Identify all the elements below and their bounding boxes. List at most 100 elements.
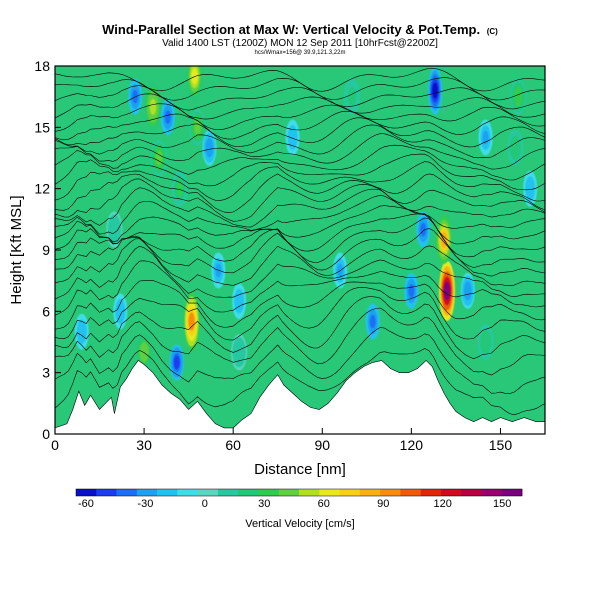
- colorbar-swatch: [339, 489, 361, 496]
- updraft-contour: [482, 335, 489, 349]
- updraft-contour: [515, 89, 522, 104]
- isentrope-line: [55, 173, 545, 213]
- colorbar-swatch: [359, 489, 381, 496]
- downdraft-contour: [236, 294, 243, 308]
- colorbar-swatch: [319, 489, 340, 496]
- downdraft-contour: [289, 130, 296, 145]
- downdraft-cell: [169, 344, 184, 381]
- downdraft-cell: [404, 272, 419, 309]
- colorbar-swatch: [278, 489, 300, 496]
- updraft-contour: [191, 68, 198, 85]
- updraft-contour: [176, 181, 183, 196]
- updraft-contour: [111, 222, 118, 237]
- isentrope-line: [55, 68, 545, 92]
- plot-area: [54, 65, 546, 435]
- updraft-cell: [186, 66, 203, 101]
- y-axis-label: Height [Kft MSL]: [8, 195, 25, 304]
- downdraft-cell: [523, 170, 538, 207]
- chart-title: Wind-Parallel Section at Max W: Vertical…: [102, 22, 498, 37]
- colorbar-tick-label: 150: [493, 498, 511, 510]
- x-axis-ticks: 0 30 60 90 120 150: [51, 428, 512, 453]
- updraft-cell: [106, 211, 123, 248]
- isentrope-line: [55, 280, 545, 330]
- colorbar-swatch: [197, 489, 219, 496]
- isentrope-line: [55, 133, 545, 170]
- vertical-velocity-field: [74, 66, 538, 381]
- updraft-cell: [343, 78, 360, 115]
- colorbar-tick-label: 0: [202, 498, 208, 510]
- colorbar-tick-label: 60: [318, 498, 330, 510]
- colorbar-swatch: [116, 489, 138, 496]
- potential-temperature-contours: [55, 68, 545, 416]
- y-tick-label: 12: [34, 181, 50, 197]
- downdraft-contour: [482, 130, 489, 145]
- updraft-contour: [348, 89, 356, 104]
- updraft-cell: [510, 78, 527, 115]
- downdraft-contour: [215, 263, 222, 278]
- terrain: [54, 359, 546, 435]
- updraft-contour: [140, 345, 148, 360]
- updraft-cell: [136, 334, 153, 371]
- colorbar-swatch: [96, 489, 117, 496]
- isentrope-line: [55, 161, 545, 202]
- colorbar-swatch: [238, 489, 259, 496]
- isentrope-line: [55, 213, 545, 258]
- isentrope-line: [55, 238, 545, 287]
- downdraft-cell: [365, 303, 380, 340]
- x-tick-label: 60: [225, 437, 241, 453]
- downdraft-contour: [164, 110, 171, 124]
- colorbar-swatch: [217, 489, 239, 496]
- y-tick-label: 18: [34, 58, 50, 74]
- downdraft-cell: [202, 129, 217, 166]
- downdraft-cell: [428, 66, 443, 115]
- y-tick-label: 0: [42, 426, 50, 442]
- downdraft-contour: [420, 222, 427, 237]
- downdraft-contour: [369, 314, 376, 329]
- colorbar-swatch: [299, 489, 320, 496]
- isentrope-line: [55, 110, 545, 141]
- downdraft-cell: [285, 119, 300, 156]
- isentrope-line: [55, 117, 545, 148]
- colorbar-label: Vertical Velocity [cm/s]: [245, 518, 354, 530]
- isentrope-line: [55, 93, 545, 120]
- colorbar-swatch: [380, 489, 401, 496]
- colorbar-swatch: [136, 489, 158, 496]
- isentrope-line: [55, 217, 545, 268]
- downdraft-contour: [432, 82, 439, 99]
- updraft-cell: [477, 324, 494, 360]
- downdraft-contour: [206, 140, 213, 155]
- x-tick-label: 30: [136, 437, 152, 453]
- y-tick-label: 6: [42, 303, 50, 319]
- downdraft-contour: [117, 304, 124, 319]
- isentrope-line: [55, 103, 545, 132]
- x-axis-label: Distance [nm]: [254, 461, 346, 478]
- updraft-contour: [149, 98, 157, 115]
- x-tick-label: 0: [51, 437, 59, 453]
- colorbar-swatch: [501, 489, 523, 496]
- downdraft-contour: [527, 181, 534, 196]
- colorbar-swatch: [76, 489, 97, 496]
- isentrope-line: [55, 245, 545, 300]
- colorbar-swatch: [157, 489, 178, 496]
- isentrope-line: [55, 307, 545, 376]
- downdraft-cell: [74, 313, 89, 350]
- updraft-cell: [439, 260, 455, 321]
- isentrope-line: [55, 205, 545, 245]
- downdraft-cell: [113, 293, 128, 330]
- updraft-cell: [171, 170, 188, 207]
- downdraft-contour: [173, 355, 180, 370]
- colorbar-swatch: [461, 489, 482, 496]
- downdraft-cell: [460, 272, 475, 309]
- downdraft-contour: [464, 284, 471, 298]
- isentrope-line: [55, 144, 545, 181]
- colorbar: -60 -30 0 30 60 90 120 150: [75, 488, 523, 510]
- downdraft-cell: [232, 283, 247, 320]
- isentrope-line: [55, 194, 545, 235]
- chart-subtitle: Valid 1400 LST (1200Z) MON 12 Sep 2011 […: [162, 38, 438, 49]
- isentrope-line: [55, 178, 545, 222]
- colorbar-frame: [75, 488, 523, 497]
- isentrope-line: [55, 260, 545, 316]
- updraft-cell: [507, 129, 524, 166]
- isentrope-line: [55, 153, 545, 191]
